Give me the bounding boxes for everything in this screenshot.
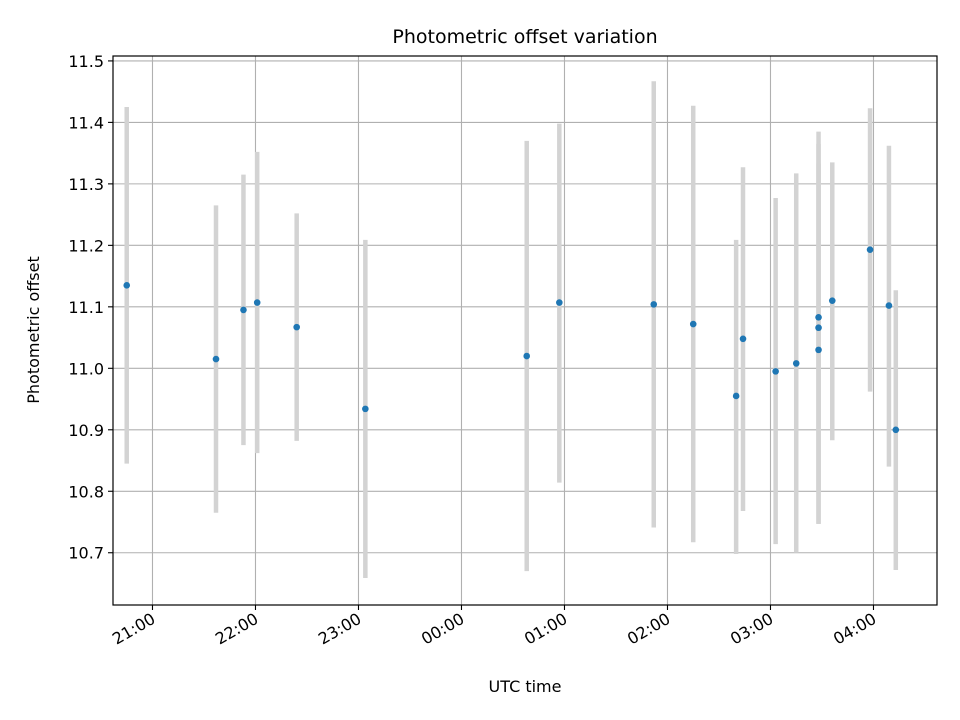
data-point	[828, 297, 836, 304]
data-points	[123, 246, 900, 434]
y-tick-label: 10.9	[68, 421, 104, 440]
data-point	[689, 320, 697, 328]
plot-frame	[112, 55, 938, 606]
data-point	[892, 426, 900, 434]
data-point	[253, 299, 261, 306]
y-tick-label: 11.0	[68, 359, 104, 378]
y-axis-title: Photometric offset	[24, 256, 43, 404]
data-point	[732, 392, 740, 400]
data-point	[792, 360, 800, 367]
data-point	[772, 368, 779, 375]
y-tick-label: 11.3	[68, 175, 104, 194]
x-axis-title: UTC time	[489, 677, 562, 696]
data-point	[815, 346, 822, 354]
y-tick-label: 10.7	[68, 544, 104, 563]
data-point	[293, 323, 300, 331]
chart-title: Photometric offset variation	[392, 26, 657, 48]
data-point	[650, 301, 658, 308]
data-point	[362, 405, 369, 413]
data-point	[212, 355, 220, 363]
data-point	[739, 335, 747, 343]
data-point	[556, 299, 563, 306]
y-axis: 10.7 10.8 10.9 11.0 11.1 11.2 11.3 11.4 11.5	[68, 52, 113, 563]
data-point	[885, 302, 893, 309]
data-point	[815, 324, 822, 332]
data-point	[815, 313, 822, 321]
y-tick-label: 11.5	[68, 52, 104, 71]
data-point	[866, 246, 874, 253]
y-tick-label: 11.4	[68, 113, 104, 132]
y-tick-label: 10.8	[68, 482, 104, 501]
y-tick-label: 11.1	[68, 298, 104, 317]
data-point	[240, 306, 247, 314]
data-point	[523, 352, 531, 360]
y-tick-label: 11.2	[68, 236, 104, 255]
data-point	[123, 282, 131, 289]
